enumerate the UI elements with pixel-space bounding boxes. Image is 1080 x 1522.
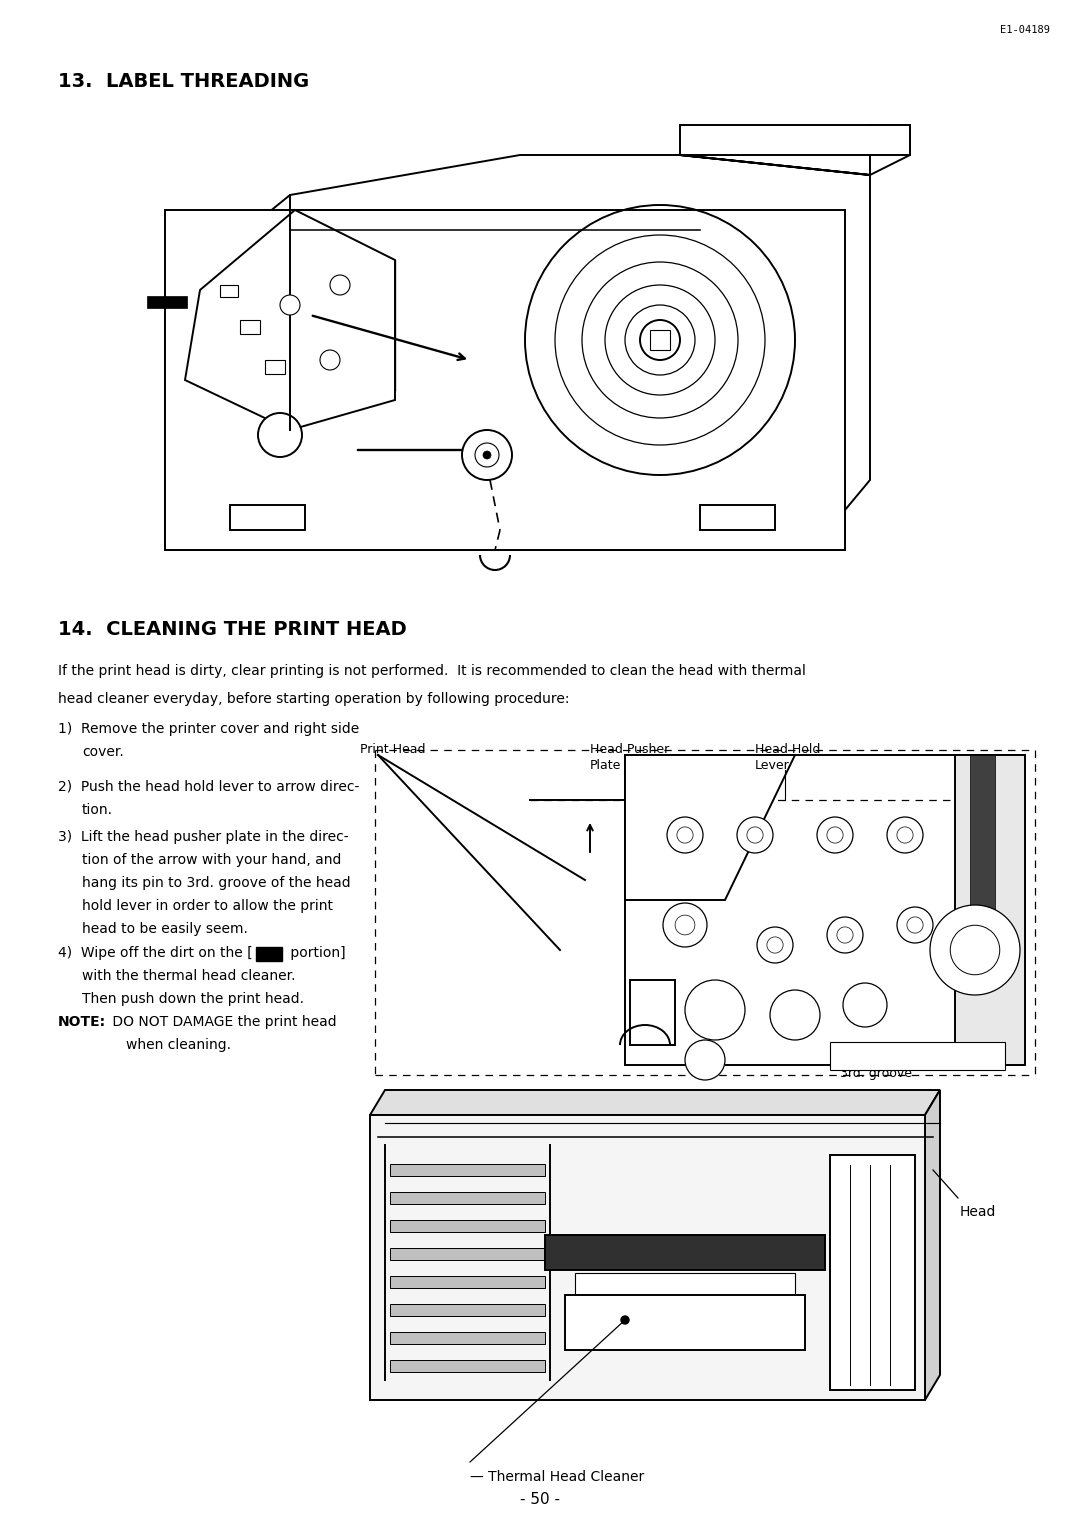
Polygon shape xyxy=(625,755,795,900)
Text: NOTE:: NOTE: xyxy=(58,1015,106,1029)
Circle shape xyxy=(555,234,765,444)
Text: hold lever in order to allow the print: hold lever in order to allow the print xyxy=(82,900,333,913)
Circle shape xyxy=(685,980,745,1040)
Bar xyxy=(390,1164,545,1177)
Text: DO NOT DAMAGE the print head: DO NOT DAMAGE the print head xyxy=(108,1015,337,1029)
Bar xyxy=(390,1221,545,1231)
Circle shape xyxy=(475,443,499,467)
Text: If the print head is dirty, clear printing is not performed.  It is recommended : If the print head is dirty, clear printi… xyxy=(58,664,806,677)
Circle shape xyxy=(462,431,512,479)
Text: with the thermal head cleaner.: with the thermal head cleaner. xyxy=(82,970,296,983)
Polygon shape xyxy=(185,210,395,431)
Text: 1)  Remove the printer cover and right side: 1) Remove the printer cover and right si… xyxy=(58,721,360,737)
Bar xyxy=(390,1361,545,1371)
Bar xyxy=(256,947,282,960)
Polygon shape xyxy=(370,1090,940,1116)
Circle shape xyxy=(675,915,694,935)
Circle shape xyxy=(843,983,887,1027)
Text: hang its pin to 3rd. groove of the head: hang its pin to 3rd. groove of the head xyxy=(82,877,351,890)
Text: portion]: portion] xyxy=(286,947,346,960)
Text: head cleaner everyday, before starting operation by following procedure:: head cleaner everyday, before starting o… xyxy=(58,693,569,706)
Text: 2)  Push the head hold lever to arrow direc-: 2) Push the head hold lever to arrow dir… xyxy=(58,779,360,794)
Circle shape xyxy=(747,826,764,843)
Circle shape xyxy=(887,817,923,852)
Circle shape xyxy=(907,916,923,933)
Circle shape xyxy=(483,451,491,460)
Text: tion.: tion. xyxy=(82,804,113,817)
Circle shape xyxy=(677,826,693,843)
Text: when cleaning.: when cleaning. xyxy=(126,1038,231,1052)
Bar xyxy=(390,1304,545,1317)
Text: tion of the arrow with your hand, and: tion of the arrow with your hand, and xyxy=(82,852,341,868)
Text: Head: Head xyxy=(960,1205,997,1219)
Circle shape xyxy=(582,262,738,419)
Circle shape xyxy=(767,938,783,953)
Polygon shape xyxy=(165,479,845,549)
Polygon shape xyxy=(924,1090,940,1400)
Circle shape xyxy=(757,927,793,963)
Circle shape xyxy=(837,927,853,944)
Circle shape xyxy=(667,817,703,852)
Circle shape xyxy=(685,1040,725,1081)
Bar xyxy=(575,1272,795,1295)
Text: Head Pusher
Plate: Head Pusher Plate xyxy=(590,743,670,772)
Text: - 50 -: - 50 - xyxy=(519,1492,561,1507)
Bar xyxy=(565,1295,805,1350)
Bar xyxy=(390,1275,545,1288)
Polygon shape xyxy=(370,1116,924,1400)
Bar xyxy=(545,1234,825,1269)
Text: 14.  CLEANING THE PRINT HEAD: 14. CLEANING THE PRINT HEAD xyxy=(58,619,407,639)
Circle shape xyxy=(320,350,340,370)
Polygon shape xyxy=(955,755,1025,1065)
Polygon shape xyxy=(630,980,675,1046)
Bar xyxy=(700,505,775,530)
Text: E1-04189: E1-04189 xyxy=(1000,24,1050,35)
Circle shape xyxy=(827,916,863,953)
Polygon shape xyxy=(165,210,845,549)
Bar xyxy=(390,1192,545,1204)
Circle shape xyxy=(897,907,933,944)
Text: Print Head: Print Head xyxy=(360,743,426,756)
Polygon shape xyxy=(625,755,1025,1065)
Circle shape xyxy=(621,1317,629,1324)
Circle shape xyxy=(950,925,1000,974)
Circle shape xyxy=(280,295,300,315)
Bar xyxy=(390,1332,545,1344)
Bar xyxy=(220,285,238,297)
Polygon shape xyxy=(831,1155,915,1390)
Text: Head Hold
Lever: Head Hold Lever xyxy=(755,743,821,772)
Circle shape xyxy=(330,275,350,295)
Text: cover.: cover. xyxy=(82,744,124,759)
Circle shape xyxy=(930,906,1020,995)
Bar xyxy=(230,505,305,530)
Circle shape xyxy=(816,817,853,852)
Circle shape xyxy=(770,989,820,1040)
Bar xyxy=(147,295,187,307)
Circle shape xyxy=(625,304,696,374)
Circle shape xyxy=(258,412,302,457)
Text: 13.  LABEL THREADING: 13. LABEL THREADING xyxy=(58,72,309,91)
Circle shape xyxy=(640,320,680,361)
Circle shape xyxy=(663,903,707,947)
Bar xyxy=(265,361,285,374)
Text: 4)  Wipe off the dirt on the [: 4) Wipe off the dirt on the [ xyxy=(58,947,253,960)
Text: 3)  Lift the head pusher plate in the direc-: 3) Lift the head pusher plate in the dir… xyxy=(58,829,349,845)
Text: — Thermal Head Cleaner: — Thermal Head Cleaner xyxy=(470,1470,645,1484)
Circle shape xyxy=(605,285,715,396)
Circle shape xyxy=(827,826,843,843)
Circle shape xyxy=(896,826,913,843)
Text: head to be easily seem.: head to be easily seem. xyxy=(82,922,248,936)
Bar xyxy=(831,1043,1005,1070)
Circle shape xyxy=(737,817,773,852)
Bar xyxy=(650,330,670,350)
Text: Then push down the print head.: Then push down the print head. xyxy=(82,992,303,1006)
Bar xyxy=(240,320,260,333)
Polygon shape xyxy=(680,125,910,155)
Circle shape xyxy=(525,205,795,475)
Bar xyxy=(390,1248,545,1260)
Polygon shape xyxy=(680,125,910,175)
Bar xyxy=(970,755,995,930)
Polygon shape xyxy=(165,155,870,510)
Text: 3rd. groove: 3rd. groove xyxy=(840,1067,912,1081)
